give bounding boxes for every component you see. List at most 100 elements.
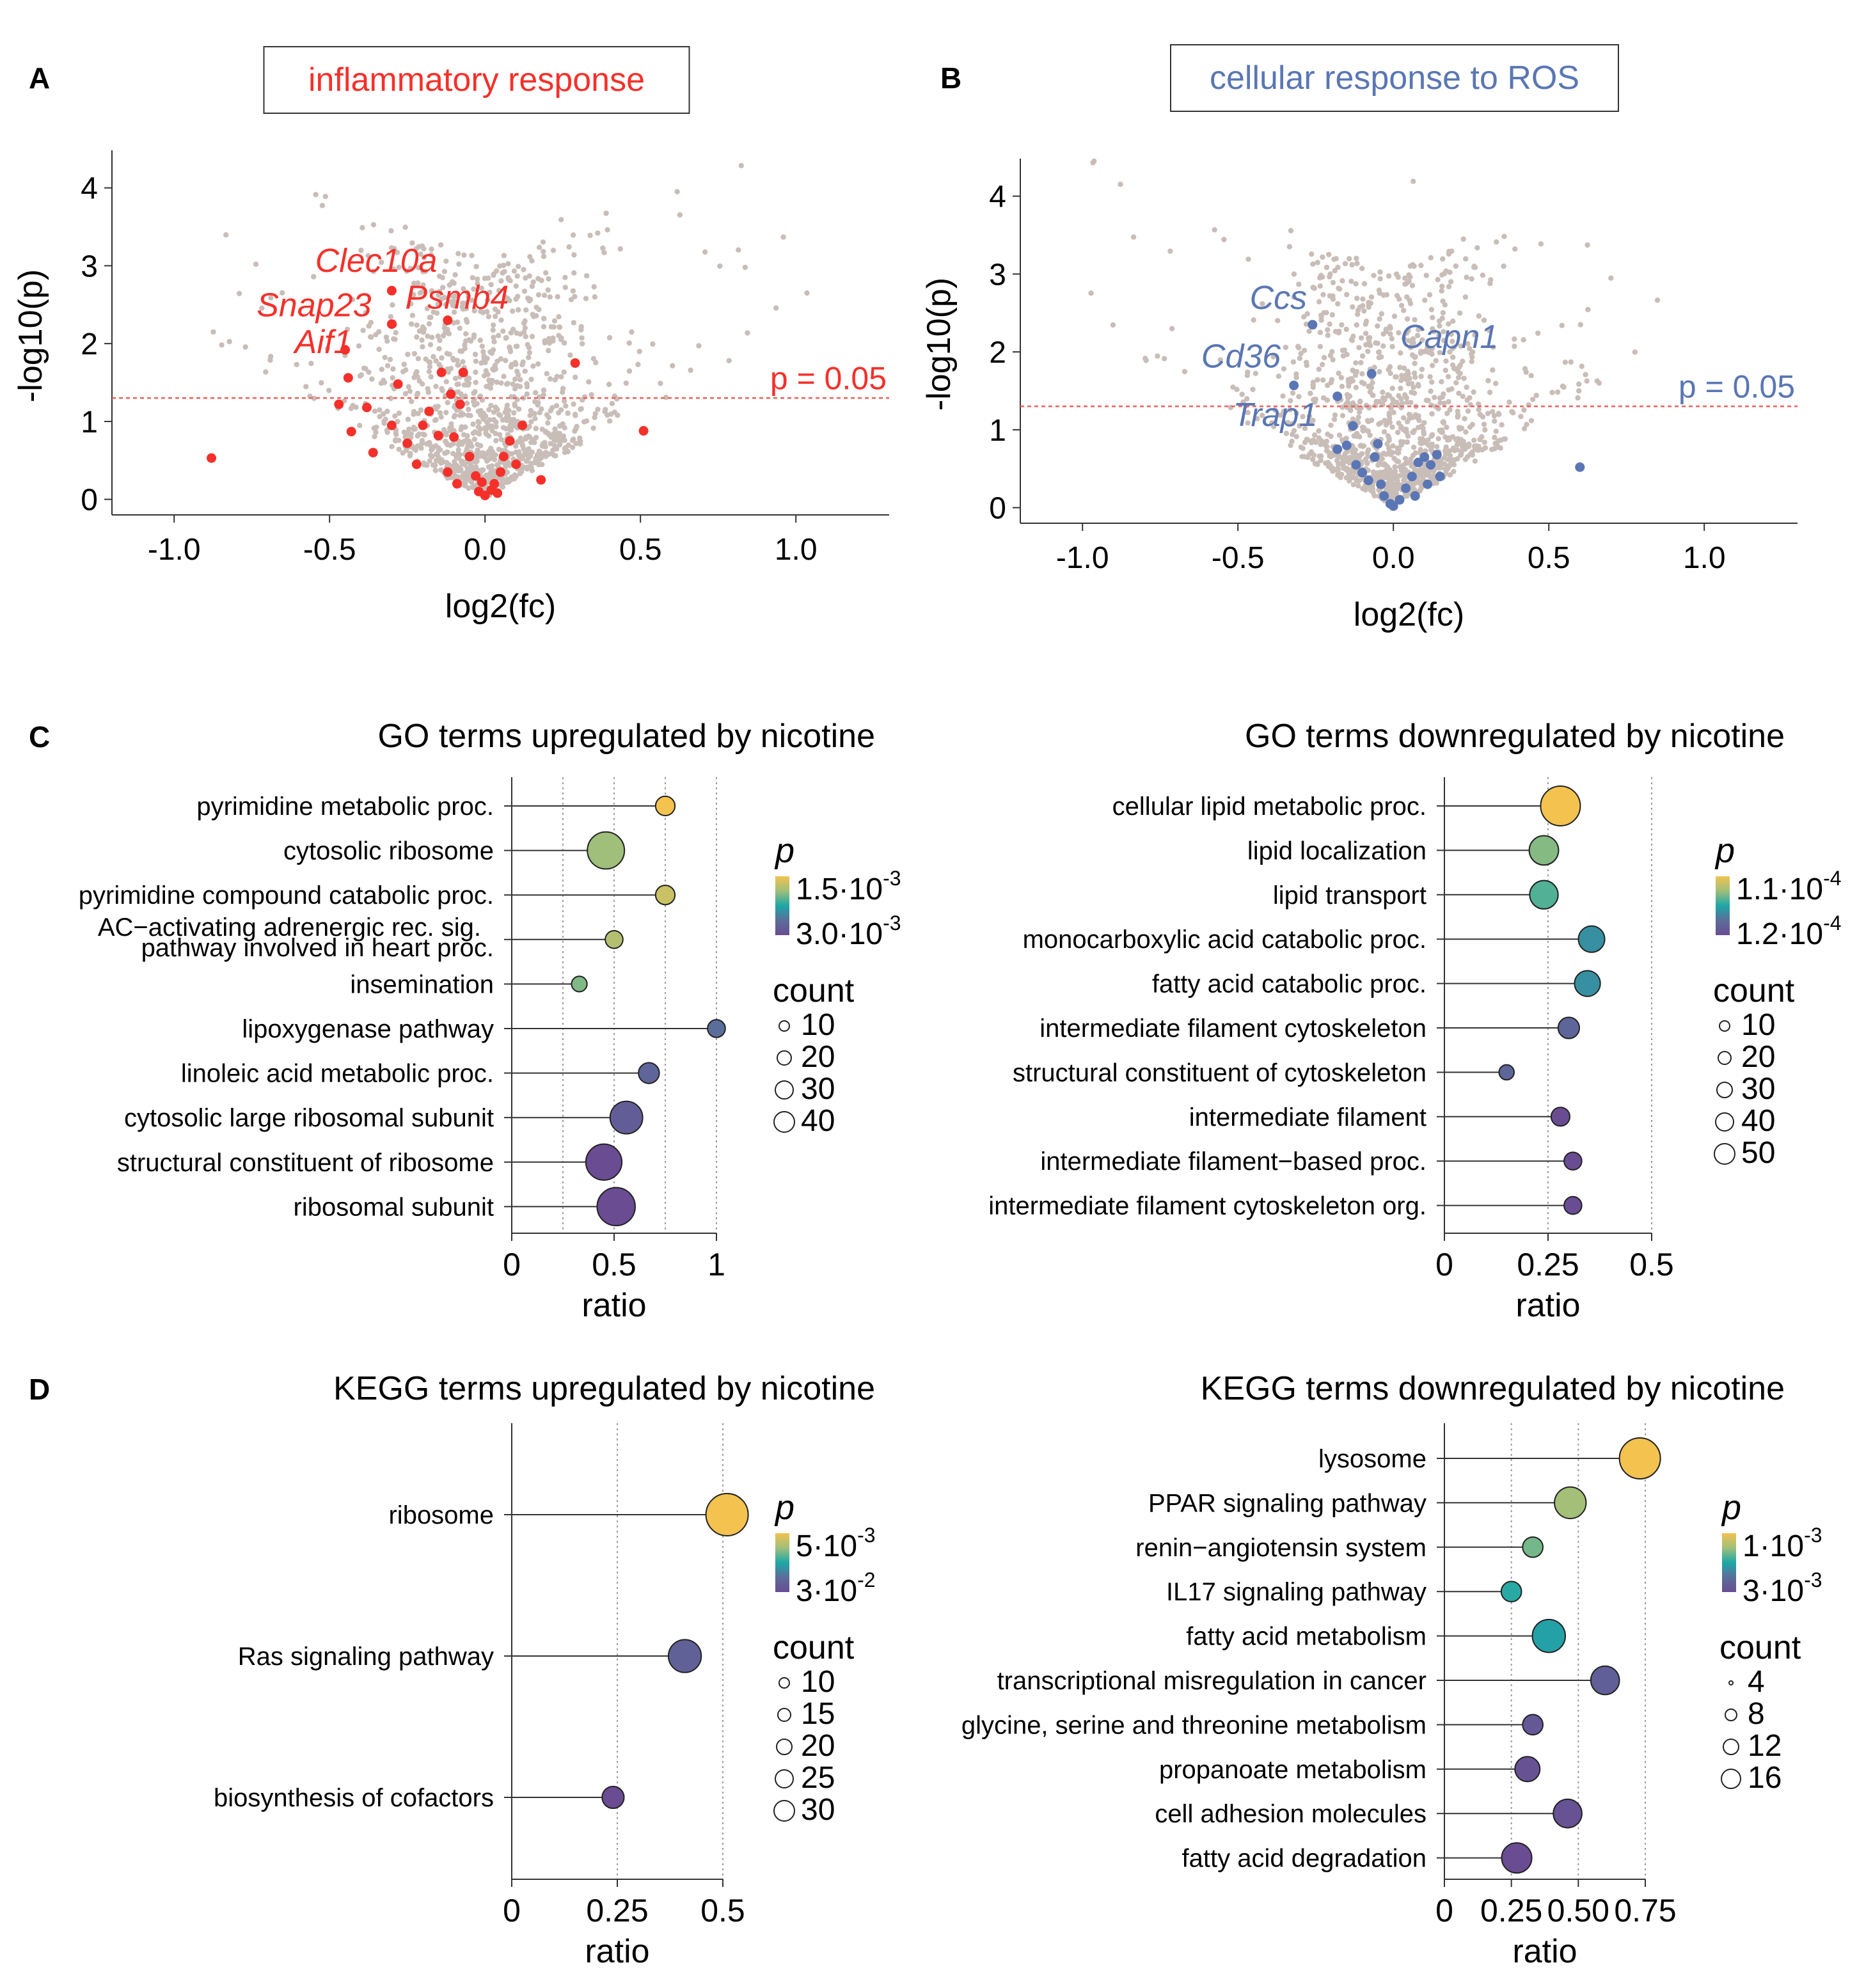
background-point — [1230, 384, 1236, 390]
background-point — [1347, 393, 1353, 399]
background-point — [462, 342, 468, 348]
title-box — [263, 46, 690, 114]
background-point — [1494, 239, 1499, 245]
background-point — [474, 458, 480, 464]
background-point — [551, 318, 558, 324]
highlighted-point — [1357, 468, 1368, 478]
background-point — [384, 338, 390, 344]
background-point — [1405, 328, 1411, 334]
background-point — [1432, 395, 1437, 400]
background-point — [418, 407, 424, 413]
background-point — [1302, 425, 1308, 431]
background-point — [1371, 365, 1377, 370]
background-point — [522, 368, 528, 374]
y-tick-label: 2 — [81, 327, 98, 361]
background-point — [1300, 414, 1306, 420]
background-point — [1296, 281, 1302, 287]
background-point — [465, 413, 471, 418]
background-point — [1464, 397, 1470, 403]
background-point — [1285, 420, 1291, 425]
background-point — [432, 468, 439, 473]
background-point — [478, 308, 484, 314]
highlighted-point — [1395, 494, 1405, 505]
background-point — [1346, 383, 1352, 389]
background-point — [541, 249, 546, 255]
chart-title: GO terms downregulated by nicotine — [1245, 718, 1785, 755]
background-point — [391, 246, 397, 251]
background-point — [1524, 422, 1529, 427]
background-point — [1360, 296, 1366, 302]
background-point — [475, 408, 481, 414]
background-point — [587, 232, 593, 239]
background-point — [1384, 486, 1389, 493]
background-point — [446, 462, 452, 468]
background-point — [543, 270, 549, 276]
background-point — [411, 351, 418, 357]
background-point — [1340, 353, 1347, 359]
background-point — [516, 264, 521, 269]
background-point — [1326, 251, 1332, 258]
background-point — [1330, 296, 1336, 302]
background-point — [548, 434, 554, 440]
p-colorbar — [1716, 876, 1730, 935]
background-point — [1394, 293, 1400, 299]
background-point — [1348, 456, 1355, 462]
background-point — [1451, 344, 1457, 351]
background-point — [532, 411, 537, 416]
background-point — [464, 319, 470, 325]
background-point — [626, 340, 632, 346]
background-point — [571, 270, 577, 276]
background-point — [466, 406, 471, 413]
highlighted-point — [1401, 483, 1411, 493]
background-point — [443, 258, 449, 264]
background-point — [370, 222, 377, 228]
background-point — [558, 336, 564, 342]
background-point — [420, 282, 426, 288]
lollipop-dot — [587, 831, 626, 870]
y-axis-label: -log10(p) — [921, 278, 958, 411]
background-point — [1411, 178, 1416, 184]
background-point — [473, 369, 478, 375]
background-point — [1313, 439, 1319, 445]
background-point — [1395, 478, 1400, 484]
background-point — [1387, 331, 1393, 337]
background-point — [1397, 365, 1403, 370]
background-point — [439, 274, 445, 281]
background-point — [1387, 467, 1393, 473]
background-point — [1415, 425, 1421, 430]
lollipop-dot — [1501, 1842, 1533, 1874]
background-point — [1409, 283, 1416, 288]
background-point — [242, 344, 248, 350]
count-legend-value: 20 — [801, 1729, 835, 1763]
background-point — [1358, 443, 1364, 448]
background-point — [436, 346, 442, 352]
background-point — [1360, 485, 1366, 492]
background-point — [1447, 269, 1453, 275]
highlighted-point — [1351, 460, 1361, 470]
background-point — [438, 460, 444, 466]
background-point — [527, 254, 533, 260]
background-point — [482, 454, 487, 461]
highlighted-point — [436, 367, 447, 377]
highlighted-point — [1423, 479, 1433, 489]
background-point — [569, 445, 576, 450]
background-point — [1430, 363, 1435, 368]
background-point — [1377, 269, 1383, 275]
background-point — [439, 355, 445, 361]
background-point — [1439, 379, 1444, 384]
background-point — [447, 351, 452, 357]
count-legend-value: 20 — [801, 1040, 835, 1074]
background-point — [1380, 292, 1387, 298]
background-point — [475, 447, 480, 453]
chart-title: cellular response to ROS — [1210, 59, 1579, 97]
background-point — [1342, 261, 1348, 267]
background-point — [573, 441, 579, 446]
background-point — [1318, 312, 1324, 319]
background-point — [1457, 310, 1463, 316]
background-point — [1632, 349, 1638, 355]
highlighted-point — [471, 471, 481, 481]
background-point — [1502, 436, 1508, 442]
background-point — [1217, 357, 1223, 363]
background-point — [1324, 448, 1330, 454]
background-point — [412, 426, 418, 432]
